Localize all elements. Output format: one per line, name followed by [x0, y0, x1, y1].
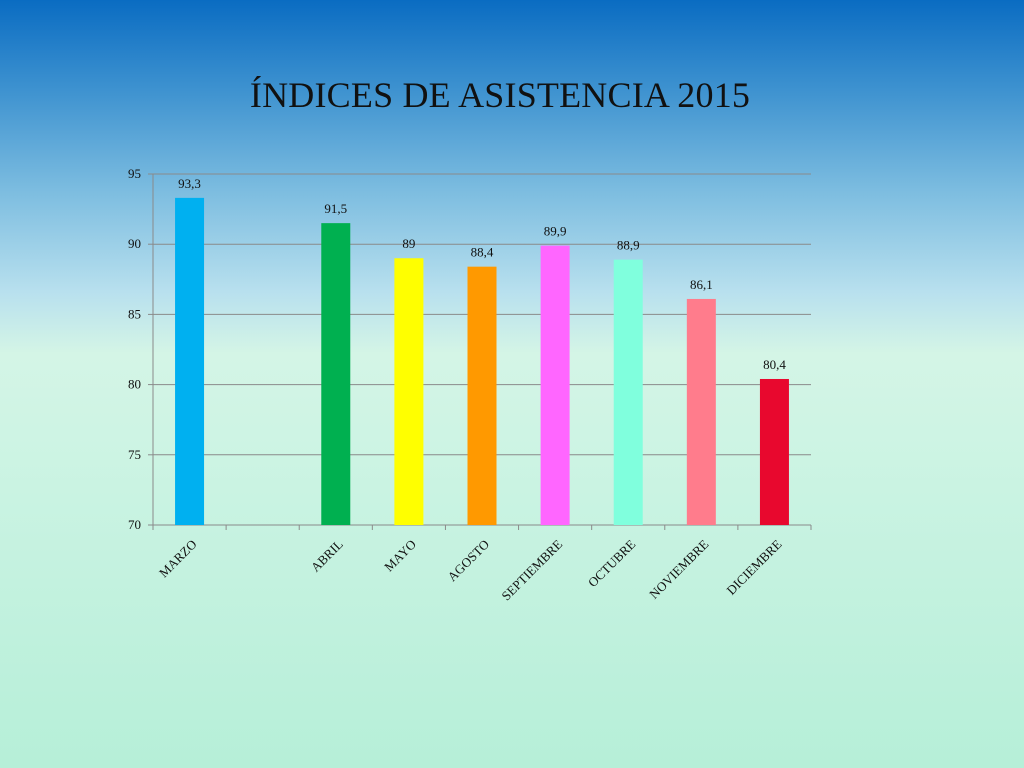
y-tick-labels: 70 75 80 85 90 95: [128, 166, 141, 532]
x-tick-label: NOVIEMBRE: [646, 536, 711, 601]
y-tick-label: 80: [128, 377, 141, 392]
data-label: 88,9: [617, 238, 640, 253]
x-tick-labels: MARZO ABRIL MAYO AGOSTO SEPTIEMBRE OCTUBRE NOV…: [156, 536, 785, 603]
data-label: 80,4: [763, 357, 786, 372]
data-label: 86,1: [690, 277, 713, 292]
data-label: 88,4: [471, 245, 494, 260]
x-tick-label: DICIEMBRE: [723, 536, 784, 597]
data-label: 89: [402, 236, 415, 251]
bar-septiembre: [540, 245, 570, 525]
y-tick-label: 70: [128, 517, 141, 532]
x-tick-label: AGOSTO: [444, 537, 492, 585]
bar-agosto: [467, 266, 497, 525]
bar-abril: [321, 223, 351, 525]
data-label: 89,9: [544, 224, 567, 239]
bar-octubre: [613, 259, 643, 525]
data-label: 91,5: [324, 201, 347, 216]
y-tick-label: 90: [128, 236, 141, 251]
bar-diciembre: [759, 378, 789, 525]
bars: [175, 197, 789, 526]
chart-title: ÍNDICES DE ASISTENCIA 2015: [249, 75, 751, 115]
bar-marzo: [175, 197, 205, 526]
y-tick-label: 85: [128, 306, 141, 321]
x-tick-label: OCTUBRE: [585, 536, 639, 590]
x-tick-label: SEPTIEMBRE: [498, 536, 565, 603]
x-tick-label: MARZO: [156, 537, 200, 581]
data-labels: 93,3 91,5 89 88,4 89,9 88,9 86,1 80,4: [178, 176, 786, 372]
data-label: 93,3: [178, 176, 201, 191]
y-tick-label: 95: [128, 166, 141, 181]
bar-noviembre: [686, 298, 716, 525]
x-tick-label: ABRIL: [308, 536, 346, 574]
y-tick-label: 75: [128, 447, 141, 462]
x-tick-label: MAYO: [381, 537, 419, 575]
bar-mayo: [394, 258, 424, 525]
